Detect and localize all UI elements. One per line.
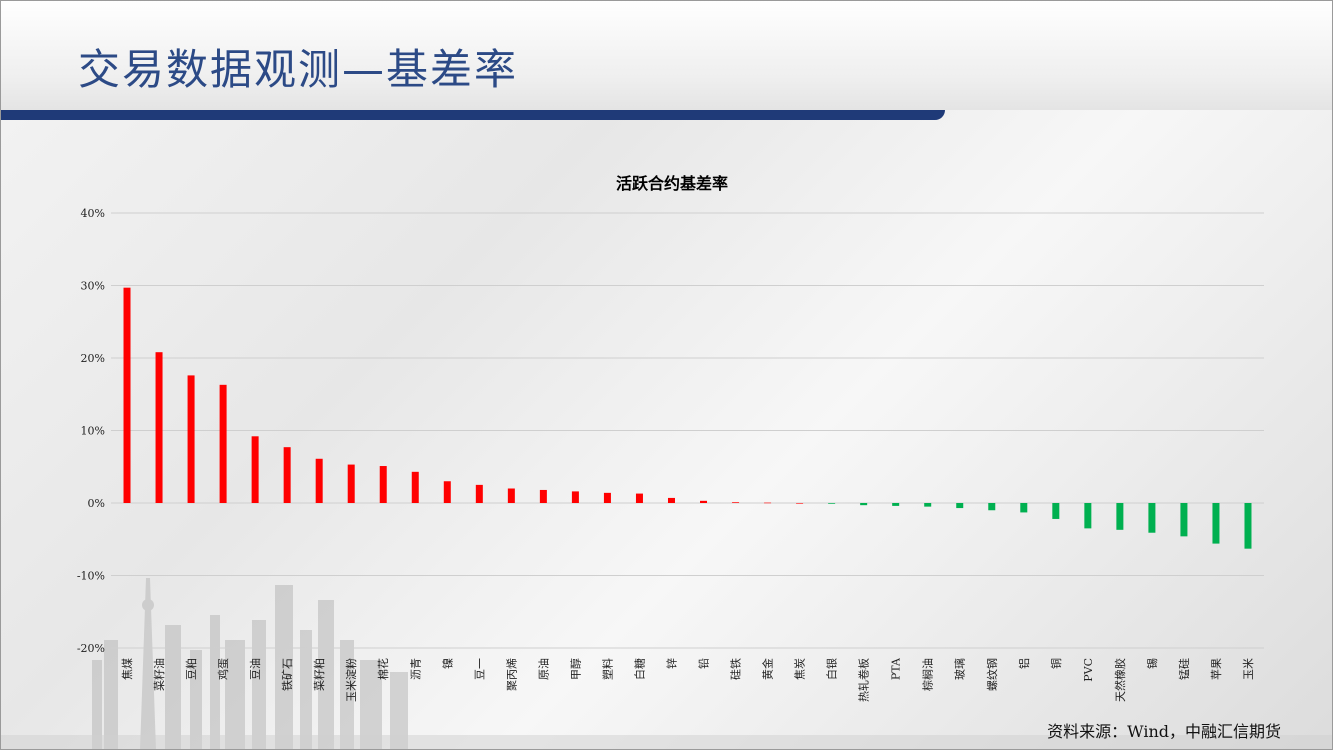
bar bbox=[1084, 503, 1092, 529]
bar bbox=[411, 471, 419, 503]
x-tick-label: 铁矿石 bbox=[281, 658, 294, 691]
slide-title: 交易数据观测—基差率 bbox=[78, 45, 519, 94]
bar bbox=[283, 447, 291, 503]
bar bbox=[1020, 503, 1028, 513]
x-tick-label: 菜籽粕 bbox=[312, 658, 326, 691]
x-tick-label: 苹果 bbox=[1209, 658, 1223, 680]
x-tick-label: 铜 bbox=[1049, 658, 1063, 669]
bar bbox=[123, 287, 131, 503]
x-tick-label: 天然橡胶 bbox=[1113, 658, 1127, 702]
bar bbox=[347, 464, 355, 503]
bar bbox=[443, 481, 451, 503]
x-tick-label: 聚丙烯 bbox=[505, 658, 518, 691]
bar bbox=[1116, 503, 1124, 530]
x-tick-label: PVC bbox=[1082, 658, 1095, 682]
bar bbox=[924, 503, 932, 507]
bar bbox=[219, 384, 227, 503]
bar bbox=[635, 493, 643, 503]
x-tick-label: 镍 bbox=[440, 658, 454, 669]
bar bbox=[700, 500, 708, 503]
x-tick-label: 黄金 bbox=[761, 658, 775, 680]
bar bbox=[475, 484, 483, 503]
y-axis-tick-labels: 40% 30% 20% 10% 0% -10% -20% bbox=[77, 207, 105, 655]
y-tick-label: -10% bbox=[77, 570, 105, 583]
bar bbox=[796, 503, 804, 504]
header-accent-bar bbox=[0, 110, 945, 120]
x-tick-label: 玻璃 bbox=[953, 658, 967, 680]
x-tick-label: 螺纹钢 bbox=[985, 658, 999, 691]
x-tick-label: 豆一 bbox=[473, 658, 486, 680]
x-tick-label: 鸡蛋 bbox=[216, 658, 230, 680]
bar bbox=[1180, 503, 1188, 537]
x-tick-label: 塑料 bbox=[600, 658, 614, 680]
x-tick-label: 棕榈油 bbox=[921, 658, 935, 691]
bar bbox=[507, 488, 515, 503]
x-tick-label: 玉米 bbox=[1242, 658, 1255, 680]
x-tick-label: 锌 bbox=[664, 658, 678, 669]
y-tick-label: 30% bbox=[81, 280, 105, 293]
x-tick-label: 沥青 bbox=[409, 658, 422, 680]
bar bbox=[187, 375, 195, 503]
bar bbox=[1212, 503, 1220, 544]
bar bbox=[988, 503, 996, 511]
x-tick-label: 甲醇 bbox=[568, 658, 582, 680]
bar bbox=[860, 503, 868, 506]
bar bbox=[1244, 503, 1252, 549]
bar bbox=[1148, 503, 1156, 533]
y-tick-label: -20% bbox=[77, 642, 105, 655]
gridlines bbox=[111, 212, 1264, 649]
x-tick-label: 铅 bbox=[697, 658, 711, 669]
bar bbox=[667, 497, 675, 503]
x-tick-label: 硅铁 bbox=[730, 658, 743, 680]
x-tick-label: 锡 bbox=[1145, 658, 1159, 669]
x-tick-label: 热轧卷板 bbox=[857, 658, 871, 702]
x-tick-label: 焦炭 bbox=[794, 658, 807, 680]
source-note: 资料来源：Wind，中融汇信期货 bbox=[1047, 722, 1281, 741]
bar bbox=[571, 491, 579, 503]
bar bbox=[155, 352, 163, 503]
y-tick-label: 40% bbox=[81, 207, 105, 220]
chart-title: 活跃合约基差率 bbox=[616, 174, 728, 193]
bars bbox=[123, 287, 1252, 549]
x-tick-label: PTA bbox=[890, 657, 903, 680]
bar bbox=[828, 503, 836, 504]
x-tick-label: 玉米淀粉 bbox=[344, 658, 358, 702]
x-tick-label: 白银 bbox=[825, 658, 839, 680]
x-tick-label: 棉花 bbox=[376, 658, 390, 680]
x-tick-label: 豆油 bbox=[248, 658, 262, 680]
bar bbox=[603, 492, 611, 503]
x-tick-label: 菜籽油 bbox=[152, 658, 166, 691]
bar bbox=[732, 502, 740, 503]
bar bbox=[539, 489, 547, 503]
y-tick-label: 10% bbox=[81, 425, 105, 438]
x-tick-label: 铝 bbox=[1017, 658, 1031, 669]
header-background bbox=[0, 0, 1333, 110]
y-tick-label: 0% bbox=[88, 497, 105, 510]
bar bbox=[251, 436, 259, 503]
x-axis-category-labels: 焦煤 菜籽油 豆粕 鸡蛋 豆油 铁矿石 菜籽粕 玉米淀粉 棉花 沥青 镍 豆一 聚丙烯 原油 甲醇 塑料 白糖 锌… bbox=[121, 657, 1255, 702]
x-tick-label: 白糖 bbox=[632, 658, 646, 680]
bar bbox=[315, 458, 323, 503]
bar bbox=[764, 502, 772, 504]
bar bbox=[892, 503, 900, 506]
x-tick-label: 豆粕 bbox=[184, 658, 198, 680]
x-tick-label: 原油 bbox=[536, 658, 550, 680]
y-tick-label: 20% bbox=[81, 352, 105, 365]
x-tick-label: 锰硅 bbox=[1177, 658, 1191, 680]
bar bbox=[956, 503, 964, 509]
x-tick-label: 焦煤 bbox=[121, 658, 134, 680]
bar bbox=[379, 466, 387, 503]
bar bbox=[1052, 503, 1060, 519]
